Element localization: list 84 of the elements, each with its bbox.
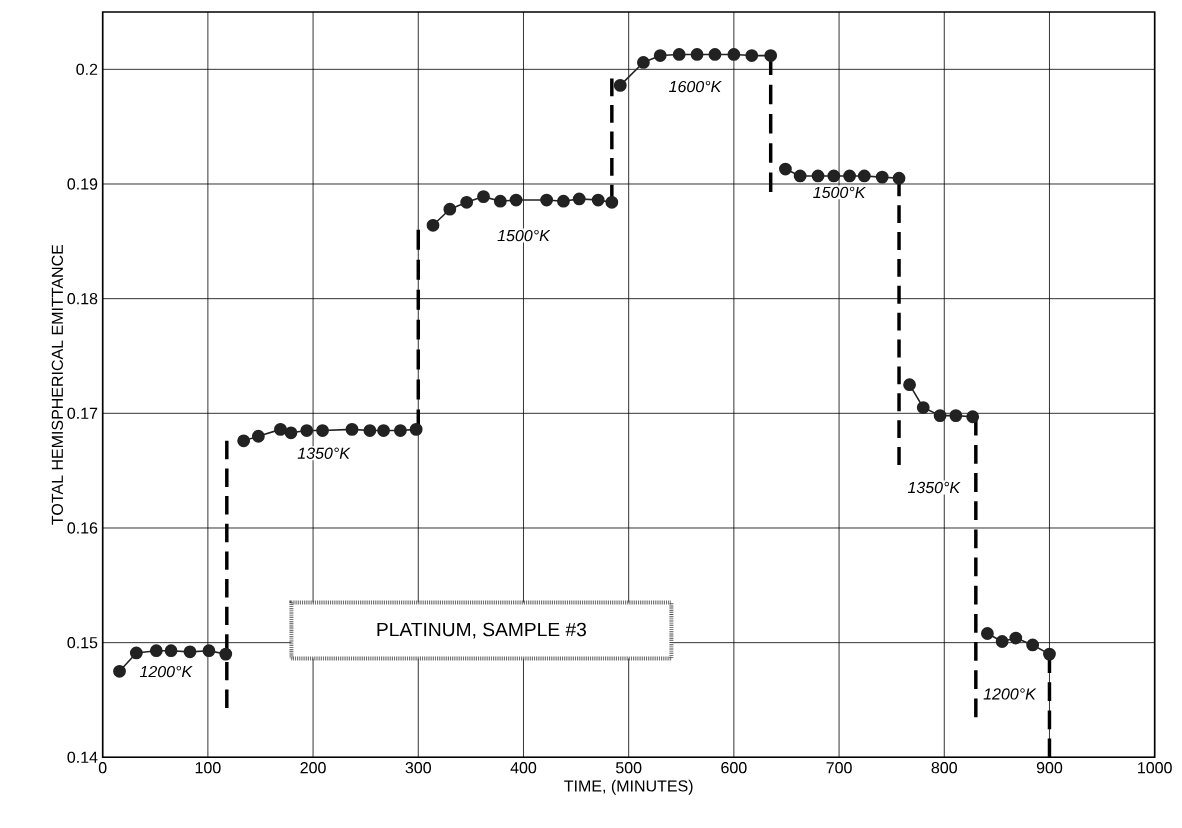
point — [251, 429, 265, 443]
y-tick-label: 0.19 — [67, 178, 98, 190]
point — [605, 195, 619, 209]
point — [1043, 647, 1056, 661]
point — [183, 645, 197, 659]
point — [981, 627, 994, 640]
point — [672, 48, 686, 61]
point — [393, 424, 407, 437]
x-tick-label: 700 — [826, 762, 852, 774]
point — [591, 193, 605, 207]
annotation: 1500°K — [813, 186, 866, 199]
point — [1009, 631, 1023, 645]
x-tick-label: 400 — [510, 762, 537, 774]
point — [811, 169, 825, 183]
point — [377, 424, 390, 437]
y-tick-label: 0.2 — [76, 63, 98, 75]
annotation: 1350°K — [907, 481, 961, 494]
point — [557, 194, 570, 208]
x-tick-label: 1000 — [1138, 762, 1172, 774]
x-tick-label: 300 — [405, 762, 431, 774]
point — [460, 195, 474, 209]
point — [237, 434, 251, 448]
x-tick-label: 600 — [721, 762, 747, 774]
point — [745, 49, 759, 62]
annotation: PLATINUM, SAMPLE #3 — [377, 622, 586, 639]
point — [875, 170, 889, 184]
y-tick-label: 0.14 — [67, 751, 98, 763]
point — [300, 424, 314, 437]
y-axis-title: TOTAL HEMISPHERICAL EMITTANCE — [51, 244, 63, 525]
point — [933, 409, 947, 423]
point — [316, 424, 329, 437]
point — [409, 422, 423, 436]
x-tick-label: 0 — [98, 762, 107, 774]
x-tick-label: 500 — [615, 762, 642, 774]
point — [149, 644, 163, 658]
point — [843, 169, 856, 183]
point — [764, 49, 778, 62]
point — [477, 190, 490, 204]
x-tick-label: 800 — [931, 762, 957, 774]
x-tick-label: 200 — [300, 762, 326, 774]
point — [966, 410, 980, 424]
point — [613, 78, 627, 92]
annotation: 1500°K — [497, 229, 551, 242]
point — [164, 644, 178, 658]
point — [690, 48, 704, 61]
point — [493, 194, 507, 208]
point — [129, 646, 143, 660]
point — [284, 426, 298, 440]
point — [727, 48, 741, 61]
point — [827, 169, 841, 183]
point — [857, 169, 871, 183]
x-axis-title: TIME, (MINUTES) — [564, 779, 693, 795]
point — [637, 56, 650, 69]
y-tick-label: 0.18 — [67, 293, 98, 305]
point — [426, 218, 440, 232]
point — [113, 664, 126, 678]
x-tick-label: 900 — [1036, 762, 1063, 774]
point — [572, 192, 586, 206]
point — [793, 169, 807, 183]
point — [903, 378, 916, 392]
point — [274, 422, 287, 436]
annotation: 1600°K — [669, 80, 722, 93]
point — [1026, 638, 1040, 652]
point — [995, 635, 1009, 648]
point — [892, 171, 906, 185]
y-tick-label: 0.16 — [67, 522, 98, 534]
point — [708, 48, 722, 61]
point — [540, 193, 554, 207]
point — [202, 644, 216, 658]
point — [779, 162, 792, 176]
point — [509, 193, 523, 207]
point — [916, 401, 930, 414]
point — [949, 409, 963, 423]
point — [653, 49, 667, 62]
annotation: 1350°K — [297, 447, 351, 459]
y-tick-label: 0.15 — [67, 637, 98, 649]
point — [345, 422, 359, 436]
annotation: 1200°K — [139, 665, 193, 678]
point — [443, 202, 457, 216]
point — [363, 424, 377, 437]
point — [219, 647, 233, 661]
y-tick-label: 0.17 — [67, 407, 98, 419]
annotation: 1200°K — [983, 688, 1037, 700]
x-tick-label: 100 — [195, 762, 221, 774]
